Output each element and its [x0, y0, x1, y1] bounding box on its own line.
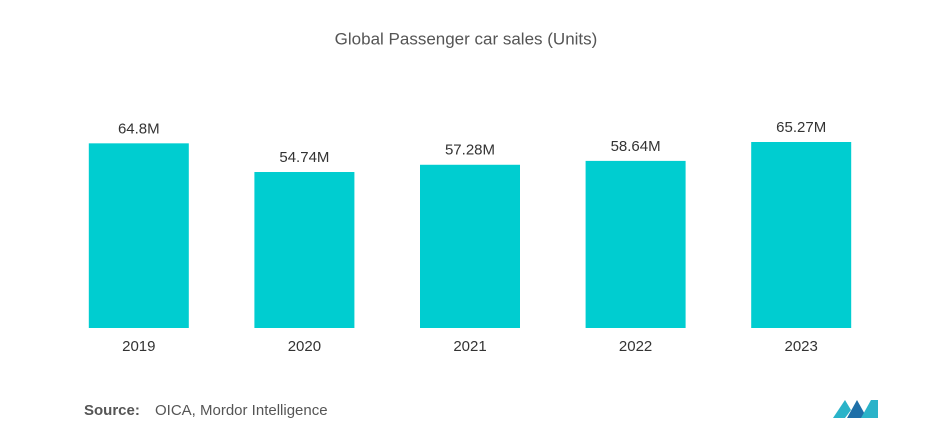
data-label: 64.8M: [118, 120, 160, 137]
data-label: 54.74M: [279, 149, 329, 166]
source-text: OICA, Mordor Intelligence: [155, 402, 328, 419]
bar: [420, 164, 520, 328]
data-label: 58.64M: [611, 138, 661, 155]
x-tick-label: 2021: [453, 338, 486, 355]
x-tick-label: 2023: [785, 338, 818, 355]
chart-title: Global Passenger car sales (Units): [335, 29, 598, 48]
bar: [254, 172, 355, 328]
data-label: 65.27M: [776, 119, 826, 136]
x-tick-label: 2022: [619, 338, 652, 355]
source-label: Source:: [84, 402, 140, 419]
bar: [751, 142, 852, 328]
x-tick-label: 2020: [288, 338, 321, 355]
bar: [88, 143, 189, 328]
logo: [833, 400, 878, 418]
x-tick-label: 2019: [122, 338, 155, 355]
bar: [585, 160, 686, 328]
data-label: 57.28M: [445, 142, 495, 159]
